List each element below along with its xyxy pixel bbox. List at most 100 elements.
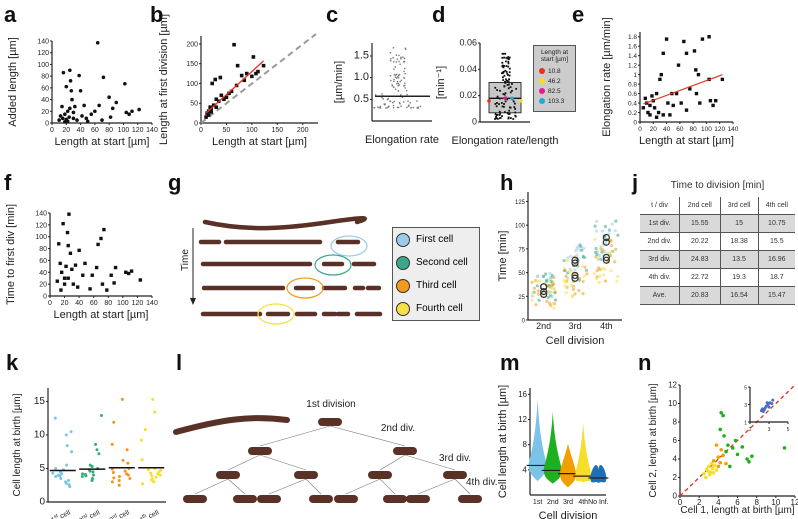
legend-g-label: Fourth cell — [416, 303, 463, 314]
tick-label: 5 — [744, 386, 747, 392]
data-point — [88, 287, 92, 291]
data-point — [123, 469, 127, 473]
highlight-point — [487, 99, 491, 103]
division-label: 4th div. — [466, 477, 498, 488]
data-point — [506, 80, 509, 83]
tick-label: 60 — [90, 300, 98, 307]
data-point — [700, 37, 705, 41]
time-label: Time — [180, 249, 191, 271]
table-cell: 15.5 — [757, 232, 795, 251]
tick-label: 0 — [43, 294, 47, 301]
data-point — [390, 79, 392, 82]
data-point — [117, 483, 121, 487]
data-point — [594, 255, 598, 259]
panel-label-b: b — [150, 2, 164, 27]
data-point — [396, 106, 399, 109]
inset-point — [765, 401, 769, 405]
data-point — [601, 266, 605, 271]
table-cell: 15.47 — [757, 286, 795, 305]
tick-label: 140 — [37, 39, 49, 46]
data-point — [214, 105, 219, 109]
data-point — [70, 267, 74, 272]
data-point — [101, 75, 106, 80]
mean-marker — [571, 271, 579, 280]
data-point — [146, 468, 150, 472]
tick-label: 80 — [39, 246, 47, 253]
data-point — [614, 219, 618, 223]
data-point — [64, 84, 69, 89]
data-point — [506, 112, 509, 114]
data-point — [714, 443, 719, 447]
category-label: 1st — [533, 499, 542, 506]
fit-line — [643, 74, 723, 105]
data-point — [735, 452, 740, 457]
tick-label: 1 — [749, 427, 752, 433]
data-point — [211, 103, 216, 108]
y-axis-label: Elongation rate [µm/min] — [601, 17, 613, 136]
data-point — [682, 39, 686, 44]
legend-g-label: Third cell — [416, 280, 457, 291]
tick-label: 3 — [744, 403, 747, 409]
data-point — [570, 283, 574, 287]
data-point — [538, 279, 542, 283]
data-point — [609, 238, 613, 242]
data-point — [89, 112, 94, 117]
tick-label: 20 — [61, 300, 69, 307]
data-point — [51, 471, 55, 475]
data-point — [398, 60, 400, 63]
data-point — [576, 245, 580, 249]
data-point — [726, 443, 730, 447]
data-point — [58, 474, 62, 478]
arrow — [259, 425, 331, 447]
data-point — [552, 280, 556, 285]
data-point — [110, 480, 114, 484]
y-axis-label: Cell length at birth [µm] — [12, 393, 23, 496]
data-point — [552, 306, 556, 310]
category-label: 4th — [578, 499, 588, 506]
data-point — [417, 106, 419, 109]
data-point — [404, 72, 406, 75]
identity-line — [200, 33, 317, 124]
data-point — [505, 65, 508, 67]
data-point — [84, 474, 88, 478]
tick-label: 120 — [132, 127, 144, 134]
y-axis-label: Time to first div [min] — [5, 204, 17, 305]
tick-label: 40 — [39, 270, 47, 277]
tick-label: 20 — [39, 282, 47, 289]
data-point — [504, 92, 507, 95]
data-point — [114, 100, 119, 105]
legend-g-label: First cell — [416, 234, 454, 245]
cell-icon — [257, 495, 281, 503]
data-point — [59, 270, 64, 274]
data-point — [505, 79, 508, 82]
data-point — [153, 410, 157, 414]
data-point — [64, 433, 68, 437]
data-point — [376, 106, 379, 108]
data-point — [84, 116, 89, 121]
data-point — [407, 105, 410, 107]
data-point — [502, 93, 505, 95]
tick-label: 150 — [271, 127, 283, 134]
data-point — [648, 103, 652, 108]
table-header: 3rd cell — [719, 197, 759, 215]
violin — [575, 422, 592, 483]
data-point — [571, 287, 576, 292]
cell-icon — [334, 495, 358, 503]
data-point — [410, 106, 412, 109]
violin — [590, 464, 607, 484]
category-sup: nd — [81, 513, 89, 519]
arrow — [227, 454, 261, 471]
data-point — [68, 251, 73, 256]
data-point — [210, 81, 214, 86]
category-label: 3rd — [563, 499, 573, 506]
data-point — [112, 420, 116, 424]
tick-label: 12 — [518, 415, 527, 424]
data-point — [595, 269, 599, 273]
table-cell: 18.7 — [757, 268, 795, 287]
data-point — [374, 94, 377, 96]
tick-label: 1 — [744, 421, 747, 427]
data-point — [501, 65, 504, 68]
data-point — [507, 83, 510, 86]
data-point — [254, 71, 258, 76]
data-point — [395, 54, 398, 56]
